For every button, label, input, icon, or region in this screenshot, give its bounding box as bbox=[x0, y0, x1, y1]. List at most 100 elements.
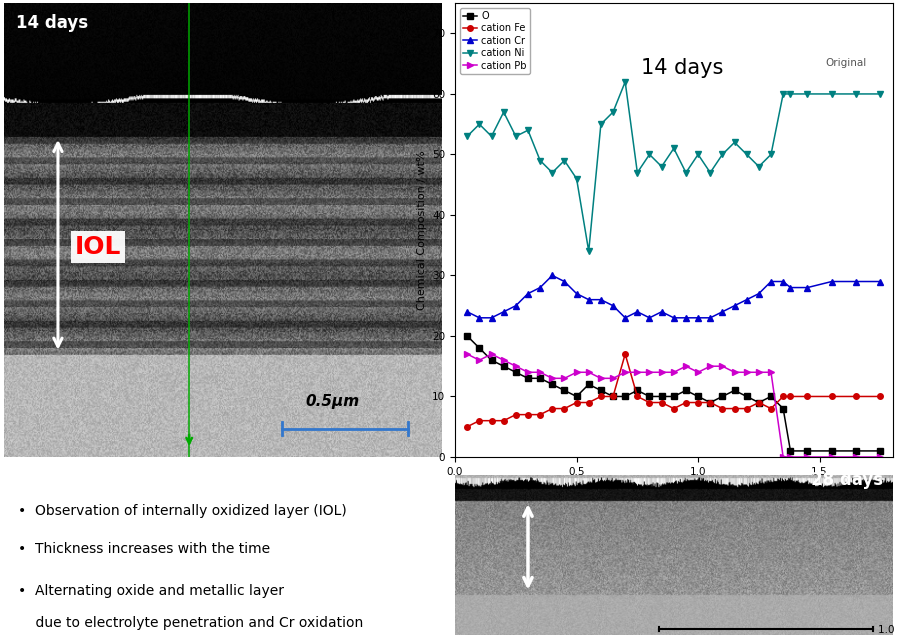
cation Pb bbox=[681, 362, 692, 370]
cation Fe bbox=[510, 411, 521, 419]
cation Ni bbox=[826, 90, 837, 98]
cation Cr bbox=[766, 278, 777, 285]
cation Fe bbox=[785, 392, 796, 400]
cation Cr bbox=[571, 290, 582, 297]
cation Ni bbox=[741, 151, 752, 158]
cation Fe bbox=[620, 350, 631, 358]
cation Fe bbox=[753, 399, 764, 406]
O bbox=[753, 399, 764, 406]
Text: •  Thickness increases with the time: • Thickness increases with the time bbox=[18, 542, 270, 556]
Text: 14 days: 14 days bbox=[16, 14, 88, 32]
O bbox=[620, 392, 631, 400]
cation Fe bbox=[596, 392, 606, 400]
cation Pb bbox=[499, 357, 509, 364]
cation Ni bbox=[523, 126, 534, 134]
O bbox=[535, 375, 545, 382]
O bbox=[705, 399, 716, 406]
O bbox=[571, 392, 582, 400]
cation Ni bbox=[583, 248, 594, 255]
Y-axis label: Chemical Composition / wt%: Chemical Composition / wt% bbox=[417, 151, 427, 310]
O bbox=[547, 380, 558, 388]
cation Cr bbox=[875, 278, 885, 285]
cation Pb bbox=[644, 368, 655, 376]
cation Cr bbox=[741, 296, 752, 304]
O bbox=[510, 368, 521, 376]
cation Pb bbox=[692, 368, 703, 376]
cation Pb bbox=[620, 368, 631, 376]
Text: •  Observation of internally oxidized layer (IOL): • Observation of internally oxidized lay… bbox=[18, 504, 346, 518]
O bbox=[474, 345, 484, 352]
O bbox=[785, 447, 796, 455]
cation Fe bbox=[486, 417, 497, 424]
cation Fe bbox=[668, 404, 679, 412]
cation Cr bbox=[778, 278, 788, 285]
cation Fe bbox=[729, 404, 740, 412]
cation Ni bbox=[668, 145, 679, 152]
O bbox=[778, 404, 788, 412]
cation Fe bbox=[692, 399, 703, 406]
cation Cr bbox=[474, 314, 484, 322]
O bbox=[766, 392, 777, 400]
cation Pb bbox=[510, 362, 521, 370]
cation Pb bbox=[657, 368, 667, 376]
cation Cr bbox=[850, 278, 861, 285]
cation Ni bbox=[778, 90, 788, 98]
cation Cr bbox=[510, 302, 521, 309]
Text: Original: Original bbox=[825, 57, 867, 68]
cation Pb bbox=[474, 357, 484, 364]
cation Pb bbox=[547, 375, 558, 382]
cation Fe bbox=[632, 392, 643, 400]
cation Pb bbox=[766, 368, 777, 376]
cation Pb bbox=[741, 368, 752, 376]
cation Pb bbox=[559, 375, 570, 382]
cation Pb bbox=[523, 368, 534, 376]
cation Ni bbox=[547, 169, 558, 177]
O bbox=[644, 392, 655, 400]
cation Fe bbox=[499, 417, 509, 424]
Text: 0.5μm: 0.5μm bbox=[306, 394, 360, 409]
cation Cr bbox=[717, 308, 727, 316]
cation Fe bbox=[523, 411, 534, 419]
cation Cr bbox=[668, 314, 679, 322]
Text: IOL: IOL bbox=[74, 235, 121, 259]
cation Fe bbox=[875, 392, 885, 400]
cation Cr bbox=[785, 284, 796, 292]
X-axis label: Distance / μm: Distance / μm bbox=[635, 482, 712, 493]
cation Pb bbox=[607, 375, 618, 382]
cation Ni bbox=[499, 108, 509, 116]
cation Fe bbox=[474, 417, 484, 424]
Text: 28 days: 28 days bbox=[811, 471, 883, 489]
cation Cr bbox=[681, 314, 692, 322]
cation Cr bbox=[583, 296, 594, 304]
cation Ni bbox=[766, 151, 777, 158]
O bbox=[499, 362, 509, 370]
cation Pb bbox=[850, 453, 861, 461]
cation Cr bbox=[547, 272, 558, 279]
cation Ni bbox=[717, 151, 727, 158]
cation Fe bbox=[766, 404, 777, 412]
cation Fe bbox=[657, 399, 667, 406]
O bbox=[462, 332, 473, 340]
Line: O: O bbox=[465, 333, 884, 454]
cation Fe bbox=[462, 423, 473, 431]
cation Ni bbox=[620, 78, 631, 85]
cation Pb bbox=[705, 362, 716, 370]
Text: due to electrolyte penetration and Cr oxidation: due to electrolyte penetration and Cr ox… bbox=[18, 616, 363, 630]
cation Pb bbox=[571, 368, 582, 376]
cation Ni bbox=[692, 151, 703, 158]
Line: cation Fe: cation Fe bbox=[465, 352, 884, 429]
cation Ni bbox=[785, 90, 796, 98]
cation Pb bbox=[535, 368, 545, 376]
cation Cr bbox=[523, 290, 534, 297]
cation Ni bbox=[462, 133, 473, 140]
cation Fe bbox=[826, 392, 837, 400]
Text: 1.0 μm: 1.0 μm bbox=[878, 625, 897, 635]
cation Fe bbox=[547, 404, 558, 412]
O bbox=[802, 447, 813, 455]
cation Cr bbox=[607, 302, 618, 309]
cation Ni bbox=[510, 133, 521, 140]
Line: cation Cr: cation Cr bbox=[465, 272, 884, 320]
Text: 14 days: 14 days bbox=[641, 57, 724, 78]
cation Cr bbox=[559, 278, 570, 285]
cation Pb bbox=[826, 453, 837, 461]
